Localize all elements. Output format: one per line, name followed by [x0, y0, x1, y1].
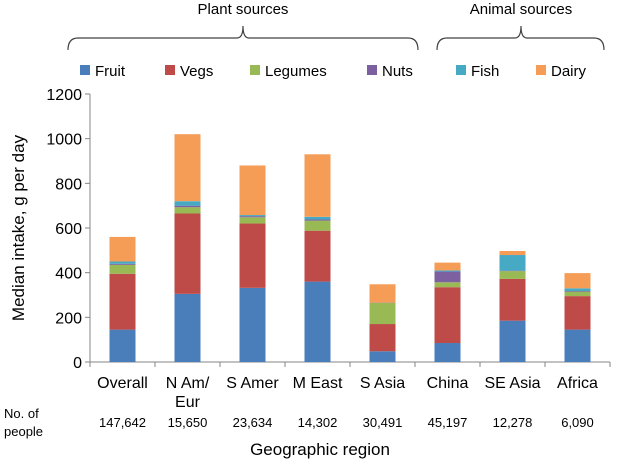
bar-segment-dairy: [369, 284, 396, 303]
legend-swatch-legumes: [250, 65, 260, 75]
x-category-label: China: [427, 375, 469, 392]
bar-segment-dairy: [304, 154, 331, 217]
people-count-label: 45,197: [428, 415, 468, 430]
bar-segment-nuts: [564, 290, 591, 292]
legend-label: Nuts: [382, 63, 413, 80]
bar-segment-vegs: [499, 278, 526, 321]
bar-segment-legumes: [564, 291, 591, 297]
group-label: Animal sources: [470, 1, 573, 18]
legend-swatch-fruit: [80, 65, 90, 75]
legend-label: Vegs: [180, 63, 213, 80]
people-row-label: No. of: [4, 406, 39, 421]
y-tick-label: 800: [55, 176, 82, 193]
bar-segment-fish: [499, 255, 526, 271]
bar-segment-nuts: [434, 271, 461, 283]
bar-segment-nuts: [304, 219, 331, 221]
bar-segment-fruit: [304, 281, 331, 362]
bar-segment-vegs: [239, 223, 266, 288]
bar-segment-fish: [174, 201, 201, 206]
x-category-label: SE Asia: [484, 375, 540, 392]
bar-segment-dairy: [239, 165, 266, 216]
people-count-label: 30,491: [363, 415, 403, 430]
bar-segment-legumes: [109, 264, 136, 274]
x-category-label: S Amer: [226, 375, 279, 392]
bar-segment-legumes: [369, 302, 396, 325]
y-tick-label: 0: [73, 355, 82, 372]
bar-segment-fish: [239, 215, 266, 217]
bar-segment-fish: [564, 288, 591, 291]
people-count-label: 23,634: [233, 415, 273, 430]
bar-segment-vegs: [564, 296, 591, 330]
bar-segment-vegs: [434, 287, 461, 344]
bar-segment-dairy: [564, 273, 591, 289]
people-count-label: 147,642: [99, 415, 146, 430]
legend-label: Fruit: [95, 63, 126, 80]
bar-segment-nuts: [174, 205, 201, 208]
bar-segment-fruit: [109, 329, 136, 362]
legend-label: Legumes: [265, 63, 327, 80]
bar-segment-nuts: [239, 216, 266, 218]
bar-segment-fish: [434, 270, 461, 272]
y-tick-label: 1200: [46, 87, 82, 104]
people-count-label: 15,650: [168, 415, 208, 430]
x-category-label: Overall: [97, 375, 148, 392]
bar-segment-fish: [304, 216, 331, 220]
legend-swatch-vegs: [165, 65, 175, 75]
y-tick-label: 1000: [46, 132, 82, 149]
group-brace: [436, 25, 605, 51]
bar-segment-fruit: [239, 287, 266, 362]
bar-segment-legumes: [239, 217, 266, 224]
group-brace: [67, 25, 419, 51]
legend-swatch-dairy: [536, 65, 546, 75]
people-count-label: 12,278: [493, 415, 533, 430]
legend-label: Fish: [471, 63, 499, 80]
bar-segment-fruit: [174, 293, 201, 362]
bar-segment-vegs: [109, 273, 136, 330]
y-tick-label: 600: [55, 221, 82, 238]
bar-segment-fruit: [369, 351, 396, 362]
legend-swatch-fish: [456, 65, 466, 75]
group-label: Plant sources: [198, 1, 289, 18]
bar-segment-legumes: [174, 207, 201, 214]
bar-segment-vegs: [304, 230, 331, 282]
x-category-label: M East: [293, 375, 343, 392]
bar-segment-fruit: [434, 343, 461, 362]
x-category-label: S Asia: [360, 375, 405, 392]
bar-segment-legumes: [434, 282, 461, 288]
y-tick-label: 400: [55, 266, 82, 283]
bar-segment-dairy: [434, 262, 461, 271]
people-row-label: people: [4, 424, 43, 439]
y-axis-title: Median intake, g per day: [9, 134, 28, 321]
bar-segment-dairy: [174, 134, 201, 202]
people-count-label: 6,090: [561, 415, 594, 430]
bar-segment-legumes: [499, 271, 526, 279]
bar-segment-vegs: [369, 324, 396, 352]
legend-label: Dairy: [551, 63, 587, 80]
bar-segment-fruit: [499, 320, 526, 362]
y-tick-label: 200: [55, 310, 82, 327]
bar-segment-dairy: [109, 236, 136, 262]
bar-segment-nuts: [109, 263, 136, 265]
x-axis-title: Geographic region: [250, 440, 390, 459]
bar-segment-vegs: [174, 213, 201, 294]
bar-segment-fish: [109, 261, 136, 264]
people-count-label: 14,302: [298, 415, 338, 430]
bar-segment-fruit: [564, 329, 591, 362]
x-category-label: Africa: [557, 375, 598, 392]
bar-segment-legumes: [304, 220, 331, 231]
x-category-label: N Am/Eur: [166, 375, 210, 411]
legend-swatch-nuts: [367, 65, 377, 75]
bar-segment-dairy: [499, 251, 526, 256]
